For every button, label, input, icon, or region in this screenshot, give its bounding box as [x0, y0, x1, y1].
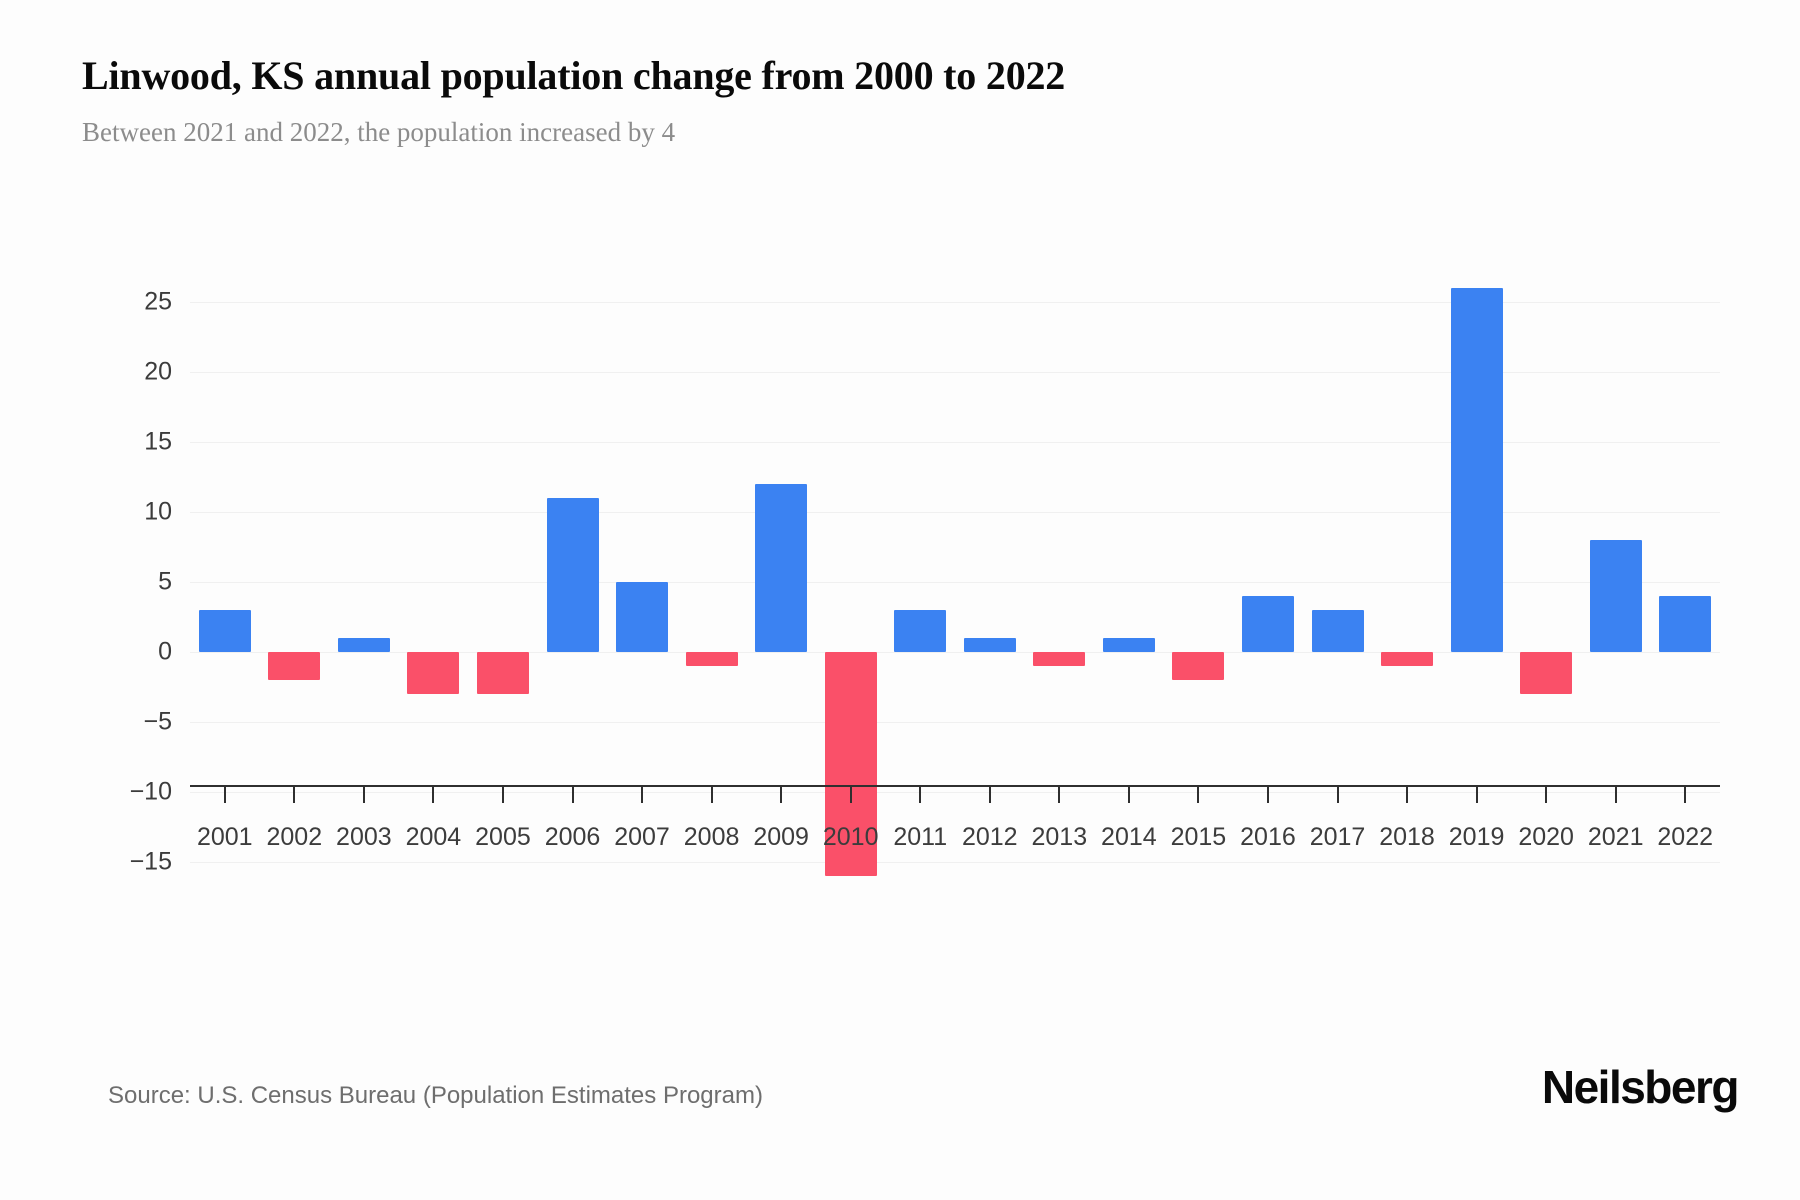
bar[interactable] [1381, 652, 1434, 666]
x-tick-label: 2022 [1657, 823, 1714, 851]
x-tick-label: 2005 [475, 823, 531, 851]
bar[interactable] [1659, 596, 1712, 652]
x-tick-mark [501, 787, 504, 803]
x-tick-label: 2008 [683, 823, 740, 851]
bar[interactable] [1311, 610, 1364, 652]
x-tick-mark [1614, 787, 1617, 803]
x-tick-mark [223, 787, 226, 803]
bar[interactable] [476, 652, 529, 694]
bar[interactable] [268, 652, 321, 680]
x-tick-mark [571, 787, 574, 803]
gridline [190, 302, 1720, 303]
gridline [190, 582, 1720, 583]
bar[interactable] [1102, 638, 1155, 652]
bar[interactable] [685, 652, 738, 666]
gridline [190, 372, 1720, 373]
x-tick-label: 2007 [614, 823, 670, 851]
x-tick-mark [293, 787, 296, 803]
x-tick-label: 2013 [1031, 823, 1088, 851]
x-tick-mark [1266, 787, 1269, 803]
gridline [190, 652, 1720, 653]
x-tick-mark [780, 787, 783, 803]
x-tick-mark [1197, 787, 1200, 803]
bar[interactable] [963, 638, 1016, 652]
x-tick-mark [1684, 787, 1687, 803]
x-tick-mark [988, 787, 991, 803]
gridline [190, 722, 1720, 723]
y-tick-label: 5 [158, 567, 172, 596]
bar-chart-plot: 25 20 15 10 5 0 −5 −10 −15 2001 2002 2003 2004 2005 2… [130, 260, 1720, 900]
y-tick-label: −15 [129, 847, 172, 876]
gridline [190, 442, 1720, 443]
x-tick-label: 2020 [1518, 823, 1574, 851]
x-tick-label: 2018 [1379, 823, 1435, 851]
x-tick-mark [710, 787, 713, 803]
gridline [190, 512, 1720, 513]
x-tick-label: 2015 [1170, 823, 1227, 851]
chart-header: Linwood, KS annual population change fro… [82, 52, 1682, 148]
bar[interactable] [407, 652, 460, 694]
source-note: Source: U.S. Census Bureau (Population E… [108, 1082, 763, 1109]
x-tick-label: 2021 [1587, 823, 1644, 851]
bar[interactable] [616, 582, 669, 652]
x-tick-label: 2006 [544, 823, 601, 851]
y-tick-label: 10 [144, 497, 172, 526]
gridline [190, 792, 1720, 793]
y-tick-label: −5 [143, 707, 172, 736]
bar[interactable] [1589, 540, 1642, 652]
x-tick-label: 2004 [405, 823, 462, 851]
x-tick-mark [1545, 787, 1548, 803]
x-tick-mark [432, 787, 435, 803]
x-tick-mark [1058, 787, 1061, 803]
x-tick-mark [362, 787, 365, 803]
bar[interactable] [1450, 288, 1503, 652]
x-tick-mark [1127, 787, 1130, 803]
x-tick-label: 2009 [753, 823, 809, 851]
bar[interactable] [198, 610, 251, 652]
x-tick-mark [1406, 787, 1409, 803]
x-tick-label: 2019 [1448, 823, 1505, 851]
bar[interactable] [546, 498, 599, 652]
x-tick-mark [641, 787, 644, 803]
x-tick-label: 2017 [1309, 823, 1366, 851]
bar[interactable] [1033, 652, 1086, 666]
bar[interactable] [337, 638, 390, 652]
x-tick-label: 2016 [1240, 823, 1296, 851]
bar[interactable] [1172, 652, 1225, 680]
bar[interactable] [894, 610, 947, 652]
bar[interactable] [1241, 596, 1294, 652]
x-tick-label: 2010 [822, 823, 879, 851]
y-tick-label: 0 [158, 637, 172, 666]
page-title: Linwood, KS annual population change fro… [82, 53, 1066, 98]
x-tick-label: 2011 [893, 823, 948, 851]
x-tick-mark [1475, 787, 1478, 803]
bar[interactable] [755, 484, 808, 652]
gridline [190, 862, 1720, 863]
x-tick-label: 2002 [266, 823, 323, 851]
x-tick-mark [919, 787, 922, 803]
chart-subtitle: Between 2021 and 2022, the population in… [82, 117, 676, 147]
y-tick-label: −10 [129, 777, 172, 806]
bar[interactable] [1520, 652, 1573, 694]
x-tick-label: 2001 [196, 823, 253, 851]
x-axis-line [190, 785, 1720, 787]
y-tick-label: 15 [144, 427, 172, 456]
x-tick-mark [849, 787, 852, 803]
brand-logo: Neilsberg [1541, 1061, 1740, 1113]
x-tick-mark [1336, 787, 1339, 803]
x-tick-label: 2014 [1101, 823, 1157, 851]
y-tick-label: 25 [144, 287, 172, 316]
y-tick-label: 20 [144, 357, 172, 386]
bar[interactable] [824, 652, 877, 876]
x-tick-label: 2012 [961, 823, 1018, 851]
x-tick-label: 2003 [336, 823, 392, 851]
